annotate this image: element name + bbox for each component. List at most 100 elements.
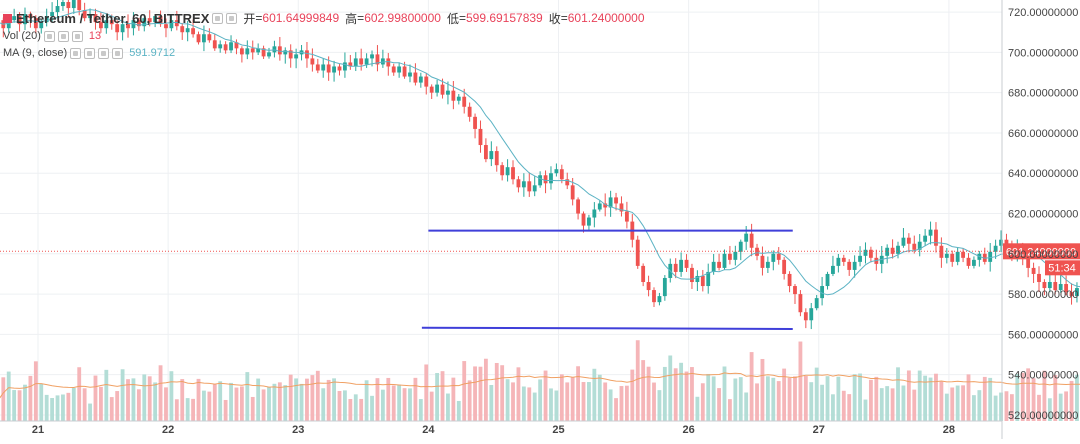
volume-settings-button[interactable] bbox=[57, 30, 69, 42]
volume-bar bbox=[136, 389, 141, 421]
volume-bar bbox=[370, 395, 374, 421]
volume-bar bbox=[23, 384, 27, 421]
volume-bar bbox=[809, 382, 814, 421]
hide-series-button[interactable] bbox=[212, 12, 224, 24]
volume-bar bbox=[776, 381, 781, 421]
volume-bar bbox=[765, 376, 770, 421]
volume-bar bbox=[532, 392, 537, 421]
volume-bar bbox=[662, 366, 667, 421]
candle-body bbox=[337, 66, 342, 71]
volume-bar bbox=[71, 387, 76, 421]
candle-body bbox=[418, 76, 423, 83]
y-tick-label: 600.00000000 bbox=[1008, 249, 1078, 261]
gridlines bbox=[0, 0, 1002, 421]
y-tick-label: 580.00000000 bbox=[1008, 289, 1078, 301]
volume-bar bbox=[527, 387, 532, 421]
volume-bar bbox=[944, 393, 949, 421]
volume-bar bbox=[55, 395, 60, 421]
volume-bar bbox=[1, 377, 6, 421]
volume-bar bbox=[961, 385, 965, 421]
candle-body bbox=[315, 64, 320, 71]
volume-bar bbox=[597, 374, 602, 421]
ma-settings-button[interactable] bbox=[84, 47, 96, 59]
volume-bar bbox=[180, 379, 185, 421]
candle-body bbox=[787, 273, 792, 287]
candle-body bbox=[494, 151, 499, 166]
volume-remove-button[interactable] bbox=[71, 30, 83, 42]
candle-body bbox=[267, 52, 271, 57]
volume-bar bbox=[831, 394, 835, 421]
x-tick-label: 23 bbox=[292, 424, 304, 436]
volume-bar bbox=[646, 366, 651, 421]
candle-body bbox=[93, 14, 98, 23]
ma-indicator-value: 591.9712 bbox=[129, 47, 176, 59]
series-settings-button[interactable] bbox=[226, 12, 238, 24]
volume-bar bbox=[250, 396, 255, 421]
volume-bar bbox=[787, 377, 792, 421]
y-tick-label: 640.00000000 bbox=[1008, 168, 1078, 180]
candle-body bbox=[153, 16, 158, 23]
volume-bar bbox=[841, 390, 846, 421]
volume-bar bbox=[559, 374, 564, 421]
volume-bar bbox=[66, 392, 71, 421]
candle-body bbox=[782, 259, 787, 274]
volume-bar bbox=[565, 382, 570, 421]
x-tick-label: 26 bbox=[683, 424, 695, 436]
candle-body bbox=[760, 255, 765, 268]
volume-bar bbox=[999, 392, 1003, 421]
volume-bar bbox=[706, 373, 711, 421]
volume-bar bbox=[695, 396, 700, 421]
x-tick-label: 27 bbox=[813, 424, 825, 436]
last-price-tag: 601.24000000 bbox=[1006, 246, 1076, 258]
candle-body bbox=[250, 48, 255, 53]
volume-bar bbox=[267, 386, 271, 421]
ma-hide-button[interactable] bbox=[70, 47, 82, 59]
candle-body bbox=[793, 286, 797, 295]
volume-bar bbox=[966, 374, 971, 421]
ma-layer bbox=[0, 9, 1080, 399]
x-tick-label: 25 bbox=[552, 424, 564, 436]
volume-bar bbox=[494, 362, 499, 421]
volume-bar bbox=[142, 374, 147, 421]
candle-body bbox=[825, 273, 830, 287]
close-value: 601.24000000 bbox=[567, 11, 645, 25]
volume-bar bbox=[456, 400, 461, 421]
candle-body bbox=[343, 62, 347, 71]
candle-body bbox=[831, 265, 835, 274]
volume-bar bbox=[50, 398, 55, 421]
volume-bar bbox=[608, 389, 613, 421]
candle-body bbox=[310, 58, 315, 65]
candle-body bbox=[1064, 284, 1069, 293]
volume-bar bbox=[223, 399, 228, 421]
volume-bar bbox=[614, 398, 618, 421]
candle-body bbox=[635, 239, 640, 266]
volume-bar bbox=[1047, 398, 1052, 421]
volume-bar bbox=[299, 383, 304, 421]
candle-body bbox=[174, 20, 179, 27]
candle-body bbox=[690, 267, 694, 283]
volume-bar bbox=[467, 380, 472, 421]
volume-bar bbox=[972, 395, 976, 421]
candle-body bbox=[765, 261, 770, 268]
volume-bar bbox=[158, 365, 163, 421]
candle-body bbox=[456, 96, 461, 101]
volume-bar bbox=[272, 383, 277, 421]
candle-body bbox=[1058, 284, 1063, 291]
volume-bar bbox=[760, 358, 765, 421]
candle-body bbox=[906, 237, 911, 244]
candle-body bbox=[402, 66, 407, 77]
ma-remove-button[interactable] bbox=[98, 47, 110, 59]
y-tick-label: 560.00000000 bbox=[1008, 329, 1078, 341]
volume-hide-button[interactable] bbox=[43, 30, 55, 42]
candle-body bbox=[82, 10, 87, 19]
volume-bar bbox=[993, 395, 998, 421]
volume-bar bbox=[440, 371, 445, 421]
ma-more-button[interactable] bbox=[112, 47, 124, 59]
candle-body bbox=[332, 66, 336, 73]
candle-body bbox=[207, 34, 212, 41]
volume-bar bbox=[229, 382, 233, 421]
volume-bar bbox=[17, 390, 22, 421]
candle-body bbox=[446, 90, 450, 95]
